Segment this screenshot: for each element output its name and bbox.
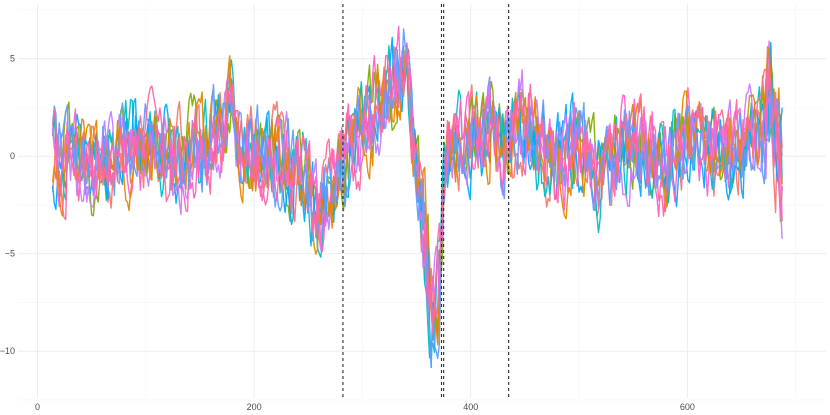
x-tick-label: 200	[247, 402, 262, 412]
y-tick-label: −10	[0, 346, 15, 356]
x-tick-label: 600	[680, 402, 695, 412]
x-tick-label: 0	[35, 402, 40, 412]
y-tick-label: 5	[10, 54, 15, 64]
y-tick-label: 0	[10, 151, 15, 161]
series-lines	[52, 25, 783, 368]
y-tick-label: −5	[5, 249, 15, 259]
grid	[18, 4, 826, 401]
x-tick-label: 400	[463, 402, 478, 412]
axis-tick-labels: 0 200 400 600 −10 −5 0 5	[0, 54, 695, 412]
series-line-9	[52, 54, 783, 334]
